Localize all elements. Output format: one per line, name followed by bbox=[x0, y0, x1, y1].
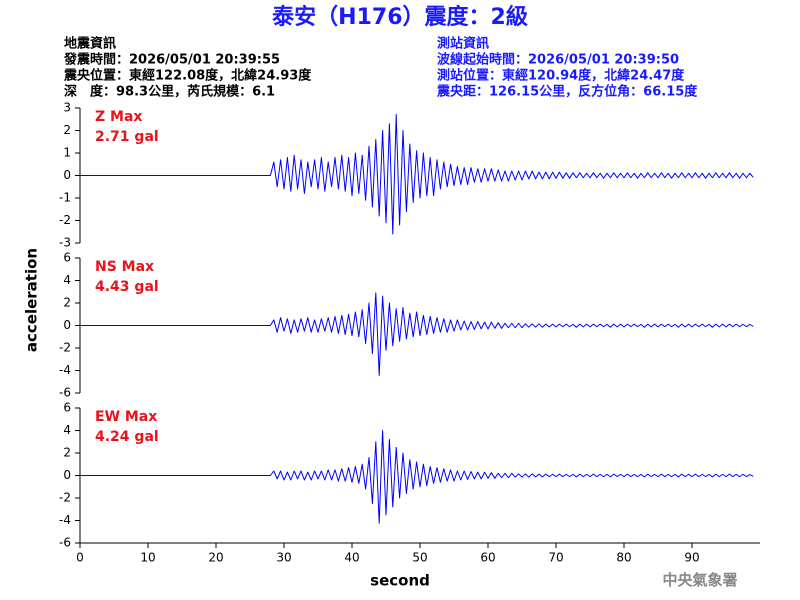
y-tick-label: 2 bbox=[63, 446, 71, 460]
footer: 中央氣象署 bbox=[662, 571, 737, 589]
header-right: 波線起始時間：2026/05/01 20:39:50 bbox=[437, 52, 679, 68]
title: 泰安（H176）震度：2級 bbox=[271, 4, 528, 30]
x-axis-label: second bbox=[370, 572, 430, 590]
component-label: Z Max bbox=[95, 109, 142, 125]
header-right: 測站位置：東經120.94度，北緯24.47度 bbox=[437, 68, 685, 84]
y-tick-label: 2 bbox=[63, 123, 71, 137]
max-label: 4.43 gal bbox=[95, 279, 159, 295]
component-label: NS Max bbox=[95, 259, 154, 275]
max-label: 2.71 gal bbox=[95, 129, 159, 145]
y-tick-label: 0 bbox=[63, 318, 71, 332]
y-tick-label: -3 bbox=[59, 236, 71, 250]
waveform bbox=[80, 114, 754, 235]
y-tick-label: 0 bbox=[63, 468, 71, 482]
y-tick-label: -2 bbox=[59, 213, 71, 227]
y-axis-label: acceleration bbox=[23, 248, 41, 352]
y-tick-label: 6 bbox=[63, 401, 71, 415]
y-tick-label: -2 bbox=[59, 491, 71, 505]
y-tick-label: 0 bbox=[63, 168, 71, 182]
y-tick-label: 1 bbox=[63, 146, 71, 160]
waveform bbox=[80, 430, 754, 524]
y-tick-label: -6 bbox=[59, 536, 71, 550]
header-left: 發震時間：2026/05/01 20:39:55 bbox=[63, 52, 280, 68]
x-tick-label: 0 bbox=[76, 551, 84, 565]
y-tick-label: 4 bbox=[63, 423, 71, 437]
component-label: EW Max bbox=[95, 409, 157, 425]
header-left: 地震資訊 bbox=[64, 36, 116, 52]
x-tick-label: 50 bbox=[412, 551, 427, 565]
x-tick-label: 10 bbox=[140, 551, 155, 565]
y-tick-label: -2 bbox=[59, 341, 71, 355]
x-tick-label: 30 bbox=[276, 551, 291, 565]
y-tick-label: 2 bbox=[63, 296, 71, 310]
x-tick-label: 60 bbox=[480, 551, 495, 565]
x-tick-label: 70 bbox=[548, 551, 563, 565]
y-tick-label: 4 bbox=[63, 273, 71, 287]
y-tick-label: -4 bbox=[59, 513, 71, 527]
header-left: 震央位置：東經122.08度，北緯24.93度 bbox=[63, 68, 312, 84]
y-tick-label: 6 bbox=[63, 251, 71, 265]
header-right: 測站資訊 bbox=[437, 36, 489, 52]
y-tick-label: 3 bbox=[63, 101, 71, 115]
header-left: 深 度：98.3公里，芮氏規模：6.1 bbox=[64, 84, 275, 100]
y-tick-label: -4 bbox=[59, 363, 71, 377]
x-tick-label: 90 bbox=[684, 551, 699, 565]
max-label: 4.24 gal bbox=[95, 429, 159, 445]
x-tick-label: 20 bbox=[208, 551, 223, 565]
y-tick-label: -6 bbox=[59, 386, 71, 400]
x-tick-label: 80 bbox=[616, 551, 631, 565]
waveform bbox=[80, 292, 754, 376]
y-tick-label: -1 bbox=[59, 191, 71, 205]
header-right: 震央距：126.15公里，反方位角：66.15度 bbox=[436, 84, 698, 100]
x-tick-label: 40 bbox=[344, 551, 359, 565]
